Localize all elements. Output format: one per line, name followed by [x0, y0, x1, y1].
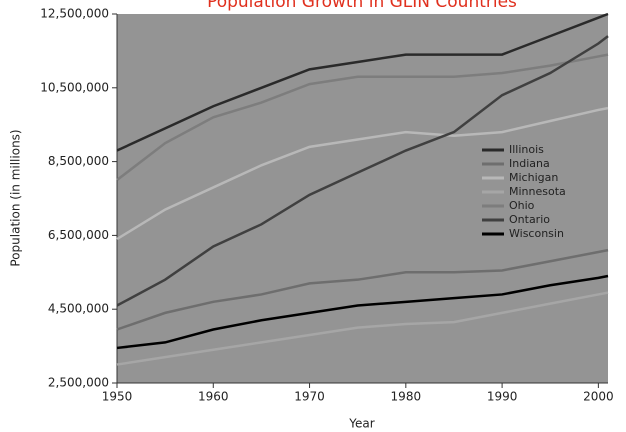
x-tick-label: 1970	[294, 390, 325, 404]
y-tick-label: 12,500,000	[40, 7, 109, 21]
legend-label: Ohio	[509, 199, 535, 212]
x-tick-label: 1950	[102, 390, 133, 404]
x-tick-label: 2000	[583, 390, 614, 404]
y-tick-label: 2,500,000	[48, 376, 109, 390]
legend-label: Minnesota	[509, 185, 566, 198]
x-tick-label: 1980	[391, 390, 422, 404]
y-tick-label: 10,500,000	[40, 80, 109, 94]
legend-label: Michigan	[509, 171, 558, 184]
legend-label: Ontario	[509, 213, 550, 226]
y-tick-label: 4,500,000	[48, 302, 109, 316]
chart: Population Growth in GLIN Countries Popu…	[0, 0, 626, 432]
legend-label: Illinois	[509, 143, 544, 156]
x-axis-label: Year	[348, 417, 374, 431]
legend-label: Indiana	[509, 157, 550, 170]
x-tick-label: 1990	[487, 390, 518, 404]
y-tick-label: 8,500,000	[48, 154, 109, 168]
y-tick-label: 6,500,000	[48, 228, 109, 242]
x-tick-label: 1960	[198, 390, 229, 404]
y-axis-label: Population (in millions)	[9, 129, 23, 266]
chart-title: Population Growth in GLIN Countries	[207, 0, 517, 12]
legend-label: Wisconsin	[509, 227, 564, 240]
